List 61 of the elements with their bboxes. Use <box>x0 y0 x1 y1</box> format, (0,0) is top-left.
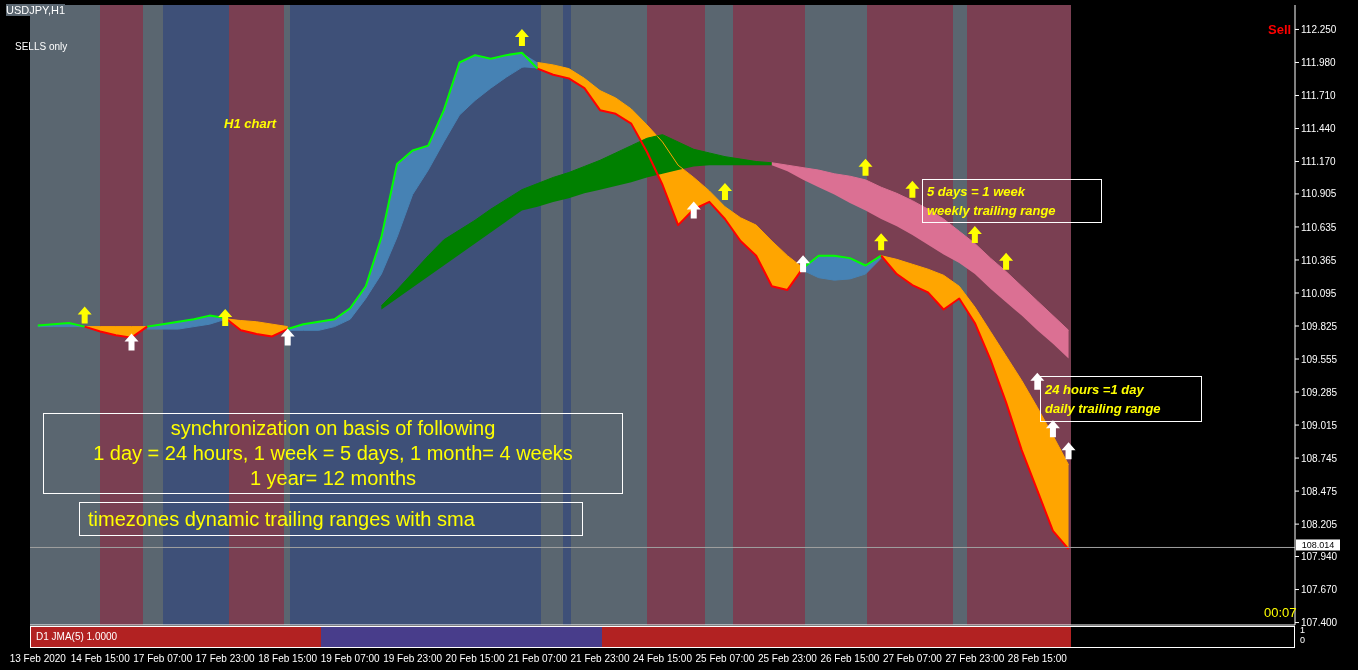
y-tick-label: 109.015 <box>1301 419 1338 431</box>
x-tick-label: 24 Feb 15:00 <box>633 653 693 664</box>
x-tick-label: 19 Feb 23:00 <box>383 653 443 664</box>
x-tick-label: 13 Feb 2020 <box>9 653 67 664</box>
point <box>999 252 1014 270</box>
point <box>514 29 529 47</box>
y-tick-label: 108.475 <box>1301 485 1338 497</box>
annotation: Sell <box>1268 22 1292 37</box>
point <box>1030 372 1045 390</box>
point <box>967 225 982 243</box>
x-tick-label: 26 Feb 15:00 <box>820 653 880 664</box>
x-tick-label: 28 Feb 15:00 <box>1007 653 1068 664</box>
x-tick-label: 27 Feb 23:00 <box>945 653 1005 664</box>
y-tick-label: 112.250 <box>1301 24 1337 36</box>
x-tick-label: 20 Feb 15:00 <box>445 653 505 664</box>
point <box>905 180 920 198</box>
y-tick-label: 110.095 <box>1301 287 1337 299</box>
y-tick-label: 107.940 <box>1301 551 1338 563</box>
x-tick-label: 25 Feb 07:00 <box>695 653 755 664</box>
y-tick-label: 110.365 <box>1301 254 1337 266</box>
x-tick-label: 19 Feb 07:00 <box>320 653 381 664</box>
y-tick-label: 111.170 <box>1301 156 1337 168</box>
annotation: synchronization on basis of following 1 day = 24 hours, 1 week = 5 days, 1 month= 4 weeks 1 year= 12 months <box>43 413 623 494</box>
chart-title: USDJPY,H1 <box>6 4 66 16</box>
y-tick-label: 110.635 <box>1301 221 1337 233</box>
annotation: H1 chart <box>224 116 277 131</box>
x-tick-label: 27 Feb 07:00 <box>882 653 943 664</box>
annotation: timezones dynamic trailing ranges with sma <box>79 502 583 536</box>
text: D1 JMA(5) 1.0000 <box>36 631 118 642</box>
x-tick-label: 17 Feb 23:00 <box>195 653 256 664</box>
x-tick-label: 17 Feb 07:00 <box>133 653 193 664</box>
y-tick-label: 108.205 <box>1301 518 1338 530</box>
point <box>874 233 889 251</box>
text: 0 <box>1300 635 1306 645</box>
point <box>686 201 701 219</box>
x-tick-label: 21 Feb 07:00 <box>508 653 568 664</box>
y-tick-label: 110.905 <box>1301 188 1337 200</box>
point <box>1045 420 1060 438</box>
annotation: 00:07 <box>1264 605 1297 620</box>
ref-line-label: 108.014 <box>1301 540 1335 551</box>
x-tick-label: 18 Feb 15:00 <box>258 653 318 664</box>
annotation: 5 days = 1 week weekly trailing range <box>922 179 1102 223</box>
point <box>280 328 295 346</box>
y-tick-label: 109.555 <box>1301 353 1338 365</box>
y-tick-label: 109.285 <box>1301 386 1338 398</box>
x-tick-label: 25 Feb 23:00 <box>757 653 818 664</box>
x-tick-label: 14 Feb 15:00 <box>70 653 131 664</box>
point <box>77 306 92 324</box>
point <box>858 158 873 176</box>
y-tick-label: 111.440 <box>1301 123 1337 135</box>
point <box>218 309 233 327</box>
y-tick-label: 108.745 <box>1301 452 1338 464</box>
point <box>124 333 139 351</box>
y-tick-label: 109.825 <box>1301 320 1338 332</box>
y-tick-label: 111.980 <box>1301 57 1337 69</box>
y-tick-label: 107.670 <box>1301 584 1338 596</box>
point <box>796 255 811 273</box>
point <box>717 183 732 201</box>
x-tick-label: 21 Feb 23:00 <box>570 653 630 664</box>
point <box>1061 442 1076 460</box>
y-tick-label: 111.710 <box>1301 90 1337 102</box>
